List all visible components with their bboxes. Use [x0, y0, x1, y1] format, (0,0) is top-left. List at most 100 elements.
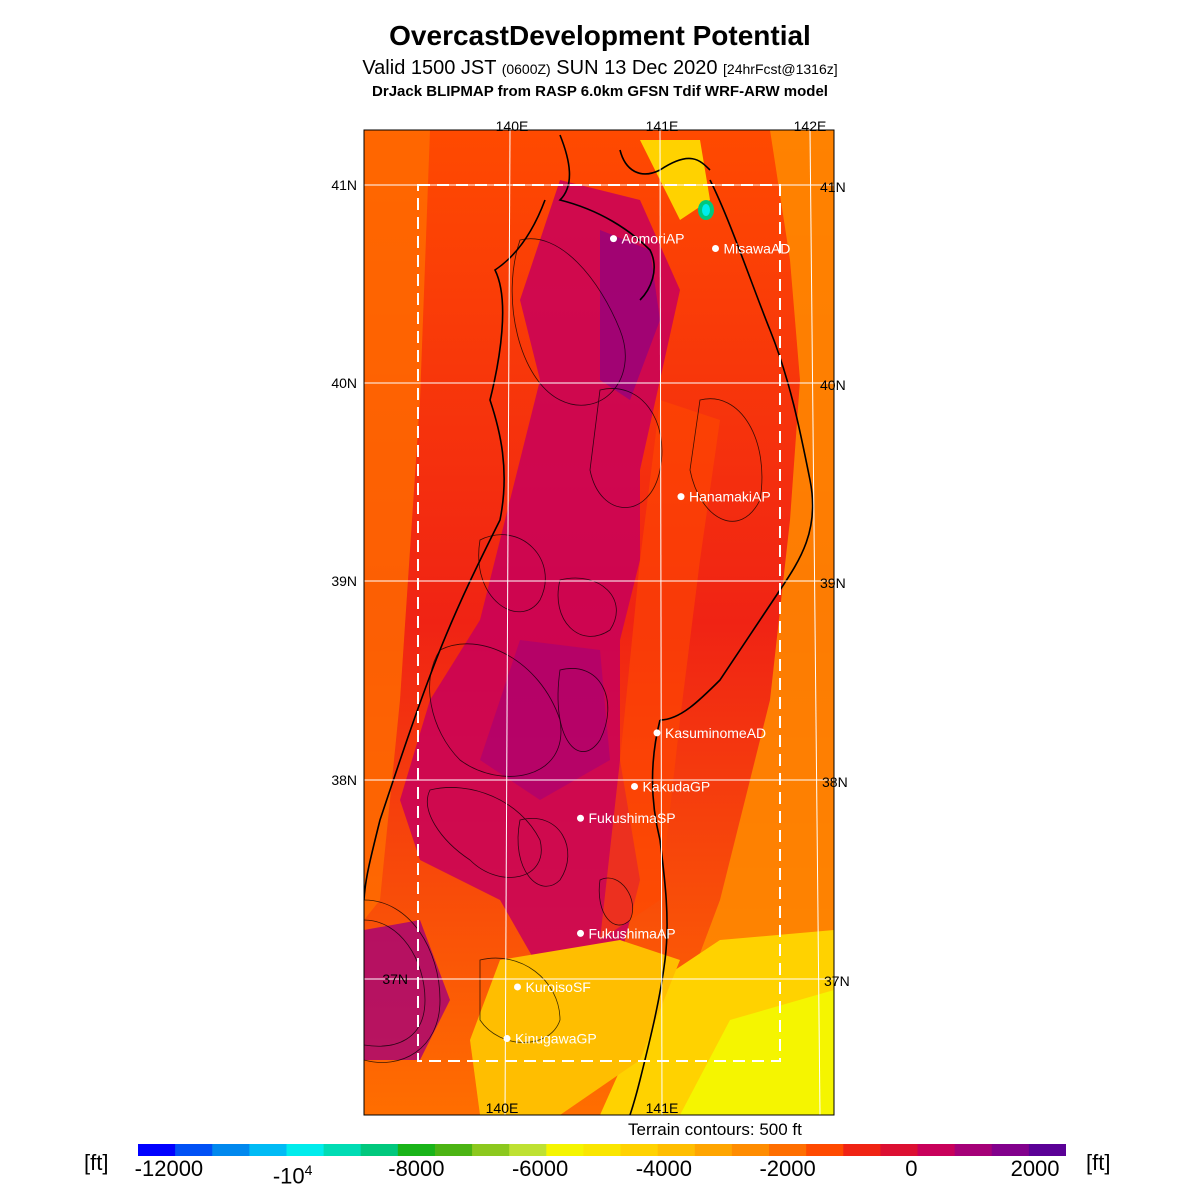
colorbar-swatch — [509, 1144, 547, 1156]
colorbar-tick-text: -4000 — [635, 1156, 692, 1181]
graticule — [364, 129, 834, 1116]
lat-label-right: 38N — [822, 774, 848, 790]
station-dot — [653, 729, 661, 737]
colorbar-tick-label: -8000 — [388, 1156, 444, 1182]
colorbar-swatch — [360, 1144, 399, 1156]
colorbar-tick-text: 0 — [905, 1156, 918, 1181]
colorbar-swatch — [694, 1144, 733, 1156]
valid-zulu: (0600Z) — [501, 61, 551, 77]
colorbar-swatch — [954, 1144, 993, 1156]
colorbar-swatch — [769, 1144, 807, 1156]
lon-label-bottom: 140E — [486, 1100, 519, 1116]
chart-title: OvercastDevelopment Potential — [389, 20, 811, 51]
north-purple-area — [600, 230, 660, 400]
colorbar-swatch — [991, 1144, 1030, 1156]
lat-label-left: 39N — [331, 573, 357, 589]
colorbar-tick-label: -6000 — [512, 1156, 568, 1182]
station-dot — [514, 983, 521, 991]
colorbar-tick-text: -10 — [272, 1163, 305, 1189]
colorbar-swatch — [657, 1144, 696, 1156]
station-label: MisawaAD — [724, 241, 791, 257]
terrain-contour-note: Terrain contours: 500 ft — [628, 1120, 802, 1139]
colorbar-swatch — [917, 1144, 956, 1156]
colorbar-swatch — [843, 1144, 881, 1156]
station-label: KinugawaGP — [515, 1031, 597, 1047]
colorbar-swatch — [286, 1144, 325, 1156]
west-sea-field — [364, 130, 430, 920]
colorbar-tick-label: 2000 — [1011, 1156, 1060, 1182]
lat-label-left: 40N — [331, 375, 357, 391]
colorbar-swatch — [472, 1144, 510, 1156]
map-frame — [363, 129, 835, 1116]
colorbar-swatch — [397, 1144, 436, 1156]
station-label: HanamakiAP — [689, 489, 771, 505]
station-dot — [631, 782, 638, 790]
lat-label-right: 40N — [820, 377, 846, 393]
colorbar-swatch — [620, 1144, 659, 1156]
colorbar-tick-exponent: 4 — [304, 1162, 313, 1178]
colorbar-swatch — [1028, 1144, 1066, 1156]
colorbar-swatch — [731, 1144, 770, 1156]
map-field — [364, 130, 834, 1115]
colorbar-swatch — [138, 1144, 176, 1156]
lon-label-top: 140E — [496, 118, 529, 134]
lat-label-right: 41N — [820, 179, 846, 195]
central-purple-area — [480, 640, 610, 800]
colorbar-tick-text: 2000 — [1010, 1156, 1060, 1181]
colorbar-tick-text: -6000 — [511, 1156, 569, 1181]
axis-labels: 140E 141E 142E 140E 141E 41N 40N 39N 38N… — [331, 118, 849, 1116]
station-label: KakudaGP — [643, 778, 711, 794]
lon-label-top: 141E — [646, 118, 679, 134]
lat-label-right: 39N — [820, 575, 846, 591]
lat-label-left: 41N — [331, 177, 357, 193]
station-dot — [577, 814, 584, 822]
lon-label-bottom: 141E — [646, 1100, 679, 1116]
station-dot — [712, 245, 719, 253]
valid-date: SUN 13 Dec 2020 — [556, 57, 718, 79]
colorbar-swatch — [546, 1144, 584, 1156]
station-label: FukushimaAP — [589, 925, 676, 941]
valley-orange-area — [600, 400, 720, 940]
colorbar — [138, 1144, 1066, 1156]
colorbar-swatch — [323, 1144, 362, 1156]
forecast-domain-box — [417, 184, 781, 1062]
colorbar-tick-label: -104 — [273, 1162, 313, 1189]
colorbar-swatch — [806, 1144, 844, 1156]
colorbar-tick-text: -12000 — [134, 1156, 204, 1181]
colorbar-unit-left: [ft] — [84, 1150, 109, 1175]
forecast-info: [24hrFcst@1316z] — [723, 61, 838, 77]
forecast-map: 140E 141E 142E 140E 141E 41N 40N 39N 38N… — [331, 118, 849, 1116]
lat-label-left: 37N — [382, 971, 408, 987]
southwest-purple-area — [364, 920, 450, 1060]
station-label: KuroisoSF — [526, 979, 591, 995]
station-dot — [577, 929, 584, 937]
colorbar-tick-label: 0 — [905, 1156, 917, 1182]
colorbar-swatch — [175, 1144, 213, 1156]
colorbar-tick-label: -2000 — [759, 1156, 815, 1182]
north-yellow-area — [640, 140, 710, 220]
colorbar-unit-right: [ft] — [1086, 1150, 1111, 1175]
colorbar-tick-label: -4000 — [636, 1156, 692, 1182]
colorbar-tick-label: -12000 — [135, 1156, 204, 1182]
colorbar-swatch — [249, 1144, 287, 1156]
station-label: FukushimaSP — [589, 810, 676, 826]
station-dot — [610, 235, 617, 243]
lat-label-right: 37N — [824, 973, 850, 989]
terrain-contours — [364, 238, 763, 1063]
east-sea-field — [690, 130, 834, 1115]
station-dot — [503, 1035, 511, 1043]
lon-label-top: 142E — [794, 118, 827, 134]
station-label: KasuminomeAD — [665, 725, 766, 741]
lat-label-left: 38N — [331, 772, 357, 788]
station-dot — [677, 493, 685, 501]
station-label: AomoriAP — [622, 231, 685, 247]
lake-cyan-spot — [702, 204, 710, 216]
colorbar-tick-text: -8000 — [388, 1156, 445, 1181]
model-description: DrJack BLIPMAP from RASP 6.0km GFSN Tdif… — [372, 83, 828, 100]
valid-prefix: Valid 1500 JST — [362, 57, 497, 79]
station-markers: AomoriAP MisawaAD HanamakiAP KasuminomeAD Ka… — [503, 231, 791, 1047]
colorbar-swatch — [434, 1144, 473, 1156]
colorbar-tick-text: -2000 — [759, 1156, 816, 1181]
southeast-bright-field — [680, 990, 834, 1115]
south-basin-field — [470, 940, 680, 1115]
